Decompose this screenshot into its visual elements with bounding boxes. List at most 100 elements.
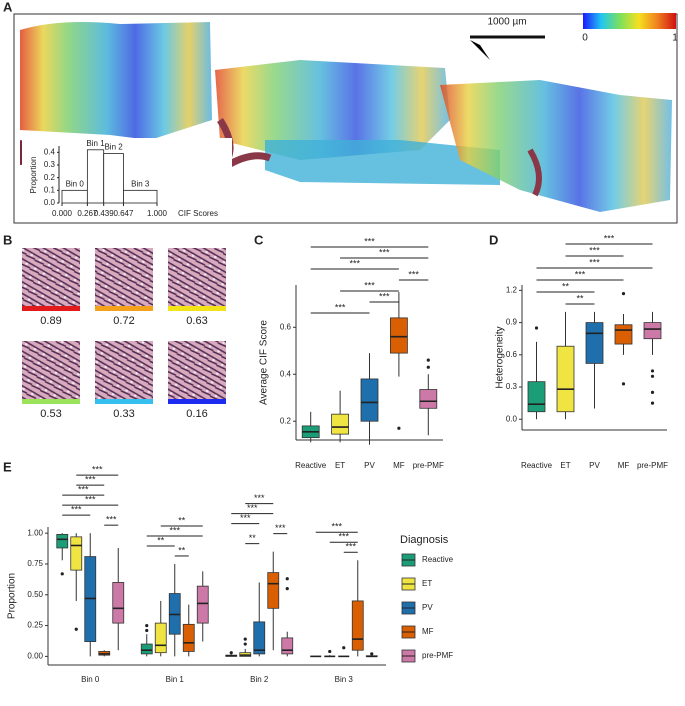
y-axis-title: Proportion [29,157,38,194]
legend-title: Diagnosis [400,534,449,546]
scale-bar-label: 1000 µm [487,17,526,28]
outlier [426,365,430,369]
y-axis-title: Proportion [7,573,18,619]
box [56,533,69,549]
outlier [650,401,655,405]
box [70,536,83,571]
x-tick-label: PV [589,461,600,470]
score-color-bar [22,399,80,404]
tile-score: 0.89 [40,315,61,327]
tile-score: 0.72 [113,315,134,327]
significance-label: ** [178,545,186,555]
y-tick-label: 0.4 [44,147,56,156]
tile-score: 0.16 [186,408,207,420]
legend-label: MF [422,627,434,636]
y-tick-label: 0.0 [44,198,56,207]
outlier [650,390,655,395]
significance-label: *** [78,485,89,495]
box [614,324,633,345]
x-tick-label: ET [335,461,345,470]
bar-label: Bin 2 [104,143,123,152]
tissue-tile [168,248,226,306]
significance-label: *** [106,515,117,525]
tissue-tile [168,341,226,399]
significance-label: *** [254,493,265,503]
y-tick-label: 0.50 [27,590,43,599]
box [140,643,153,655]
outlier [243,642,247,646]
x-tick-label: 0.439 [94,209,115,218]
significance-label: *** [379,247,390,257]
x-tick-label: Bin 2 [250,675,269,684]
score-color-bar [168,306,226,311]
panel-label: B [3,232,12,247]
significance-label: *** [350,258,361,268]
x-tick-label: Reactive [295,461,327,470]
box [331,413,350,435]
x-axis-title: CIF Scores [178,209,218,218]
tile-score: 0.33 [113,408,134,420]
box [351,600,364,651]
significance-label: *** [240,513,251,523]
colorbar-tick-label: 0 [582,33,588,44]
outlier [285,577,289,581]
box [360,378,379,422]
bar [61,189,88,204]
bar [103,153,124,204]
outlier [534,326,539,330]
outlier [229,651,233,655]
significance-label: ** [178,515,186,525]
y-tick-label: 0.6 [506,350,518,359]
outlier [328,649,332,654]
x-tick-label: ET [560,461,570,470]
x-tick-label: 0.267 [77,209,98,218]
significance-label: *** [71,505,82,515]
tissue-tile [95,341,153,399]
box [112,582,125,624]
score-color-bar [95,399,153,404]
bar-label: Bin 0 [66,179,85,188]
y-axis-title: Average CIF Score [259,320,270,405]
x-tick-label: MF [618,461,630,470]
outlier [621,291,626,296]
legend-label: pre-PMF [422,651,453,660]
inset-background [22,138,232,220]
outlier [650,369,655,373]
significance-label: *** [331,522,342,532]
panel-label: E [3,459,12,474]
x-tick-label: MF [393,461,405,470]
tissue-tile [22,248,80,306]
tissue-tile [95,248,153,306]
outlier [397,426,401,430]
y-tick-label: 0.75 [27,559,43,568]
x-tick-label: 1.000 [147,209,168,218]
x-tick-label: pre-PMF [637,461,668,470]
y-tick-label: 1.00 [27,528,43,537]
bar-label: Bin 1 [86,139,105,148]
significance-label: ** [249,533,257,543]
x-tick-label: 0.000 [52,209,73,218]
outlier [650,374,655,378]
significance-label: *** [345,542,356,552]
legend-label: PV [422,603,433,612]
box [527,381,546,413]
y-tick-label: 0.6 [280,322,292,331]
legend-label: Reactive [422,555,454,564]
panel-label: A [3,0,13,14]
y-tick-label: 0.2 [44,173,56,182]
y-tick-label: 0.0 [506,414,518,423]
box [182,623,195,652]
box [267,572,280,609]
box [154,622,167,654]
y-tick-label: 1.2 [506,285,518,294]
box [556,345,575,413]
outlier [285,587,289,591]
significance-label: ** [157,535,165,545]
significance-label: *** [169,525,180,535]
y-tick-label: 0.3 [506,382,518,391]
score-color-bar [22,306,80,311]
outlier [621,382,626,386]
x-tick-label: pre-PMF [413,461,444,470]
significance-label: *** [85,475,96,485]
